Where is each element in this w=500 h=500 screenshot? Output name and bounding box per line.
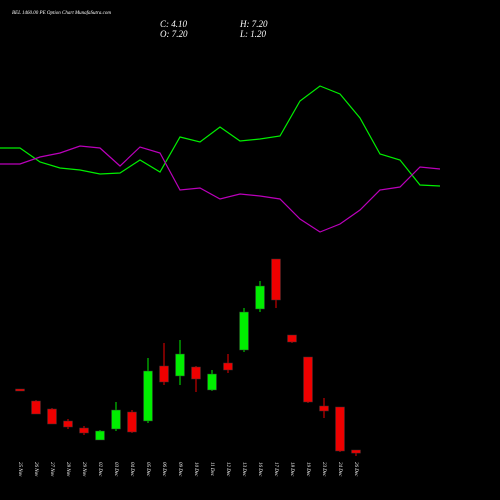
x-tick-label: 28 Nov bbox=[65, 462, 70, 477]
x-tick-label: 27 Nov bbox=[49, 462, 54, 477]
candle-body bbox=[79, 427, 89, 434]
candle-body bbox=[95, 430, 105, 441]
open-label: O: 7.20 bbox=[160, 29, 188, 39]
x-tick-label: 04 Dec bbox=[129, 462, 134, 477]
candle-body bbox=[127, 411, 137, 433]
x-tick-label: 12 Dec bbox=[225, 462, 230, 477]
x-tick-label: 24 Dec bbox=[337, 462, 342, 477]
candle-body bbox=[191, 366, 201, 380]
x-tick-label: 23 Dec bbox=[321, 462, 326, 477]
x-tick-label: 17 Dec bbox=[273, 462, 278, 477]
chart-title: BEL 1460.00 PE Option Chart MunafaSutra.… bbox=[12, 11, 111, 16]
x-tick-label: 19 Dec bbox=[305, 462, 310, 477]
x-tick-label: 03 Dec bbox=[113, 462, 118, 477]
candle-body bbox=[287, 334, 297, 343]
candle-body bbox=[239, 311, 249, 351]
candle-body bbox=[31, 400, 41, 415]
x-tick-label: 26 Dec bbox=[353, 462, 358, 477]
candle-body bbox=[271, 258, 281, 301]
candle-body bbox=[111, 409, 121, 430]
candle-body bbox=[255, 285, 265, 310]
candle-body bbox=[175, 353, 185, 377]
candle-body bbox=[63, 420, 73, 428]
candle-body bbox=[223, 362, 233, 371]
candle-body bbox=[303, 356, 313, 403]
low-label: L: 1.20 bbox=[239, 29, 267, 39]
candle-body bbox=[207, 373, 217, 391]
x-tick-label: 02 Dec bbox=[97, 462, 102, 477]
indicator-line bbox=[0, 145, 441, 233]
x-tick-label: 05 Dec bbox=[145, 462, 150, 477]
x-tick-label: 13 Dec bbox=[241, 462, 246, 477]
candle-body bbox=[15, 388, 25, 392]
x-tick-label: 16 Dec bbox=[257, 462, 262, 477]
x-tick-label: 11 Dec bbox=[209, 462, 214, 477]
x-tick-label: 10 Dec bbox=[193, 462, 198, 477]
candle-body bbox=[143, 370, 153, 422]
candle-body bbox=[47, 408, 57, 425]
x-tick-label: 29 Nov bbox=[81, 462, 86, 477]
x-tick-label: 26 Nov bbox=[33, 462, 38, 477]
x-tick-label: 25 Nov bbox=[17, 462, 22, 477]
indicator-line bbox=[0, 85, 441, 187]
close-label: C: 4.10 bbox=[160, 19, 188, 29]
candle-body bbox=[159, 365, 169, 383]
x-tick-label: 09 Dec bbox=[177, 462, 182, 477]
x-tick-label: 06 Dec bbox=[161, 462, 166, 477]
candle-body bbox=[351, 449, 361, 454]
candle-body bbox=[335, 406, 345, 452]
x-tick-label: 18 Dec bbox=[289, 462, 294, 477]
high-label: H: 7.20 bbox=[239, 19, 268, 29]
candle-body bbox=[319, 405, 329, 412]
